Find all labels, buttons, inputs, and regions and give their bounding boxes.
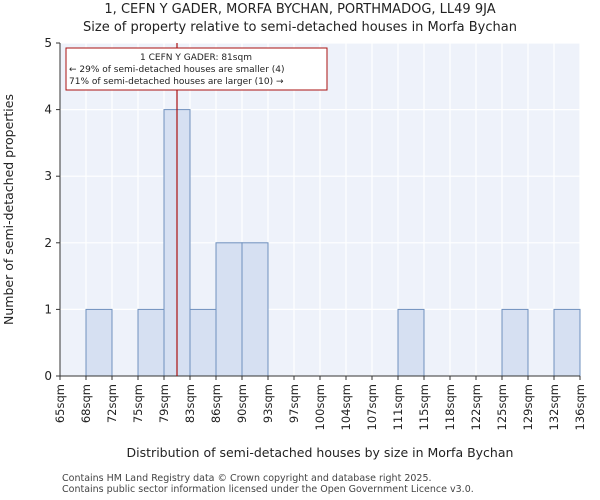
y-tick-label: 3 (44, 169, 52, 183)
footer-line-1: Contains HM Land Registry data © Crown c… (62, 473, 432, 484)
y-tick-label: 0 (44, 369, 52, 383)
x-tick-label: 93sqm (261, 384, 275, 423)
x-tick-label: 90sqm (235, 384, 249, 423)
chart-title: 1, CEFN Y GADER, MORFA BYCHAN, PORTHMADO… (104, 2, 496, 17)
x-tick-label: 111sqm (391, 384, 405, 430)
x-tick-label: 86sqm (209, 384, 223, 423)
histogram-bar (501, 308, 529, 377)
x-tick-label: 97sqm (287, 384, 301, 423)
x-axis-label: Distribution of semi-detached houses by … (127, 445, 514, 460)
y-tick-label: 5 (44, 36, 52, 50)
x-tick-labels: 65sqm 68sqm 72sqm 75sqm 79sqm 83sqm 86sqm 90sqm… (53, 376, 587, 430)
y-tick-label: 2 (44, 236, 52, 250)
bar-series (85, 109, 581, 377)
x-tick-label: 75sqm (131, 384, 145, 423)
annotation-line-1: 1 CEFN Y GADER: 81sqm (140, 53, 252, 63)
annotation-box (65, 47, 328, 91)
x-tick-label: 118sqm (443, 384, 457, 430)
y-axis-label: Number of semi-detached properties (1, 94, 16, 325)
y-tick-labels: 0 1 2 3 4 5 (44, 36, 60, 383)
x-tick-label: 68sqm (79, 384, 93, 423)
histogram-bar (397, 308, 425, 377)
histogram-bar (553, 308, 581, 377)
annotation-line-2: ← 29% of semi-detached houses are smalle… (69, 65, 285, 75)
x-tick-label: 100sqm (313, 384, 327, 430)
x-tick-label: 65sqm (53, 384, 67, 423)
x-tick-label: 107sqm (365, 384, 379, 430)
y-tick-label: 1 (44, 302, 52, 316)
histogram-bar (215, 242, 243, 377)
x-tick-label: 83sqm (183, 384, 197, 423)
annotation-line-3: 71% of semi-detached houses are larger (… (69, 77, 284, 87)
chart-subtitle: Size of property relative to semi-detach… (83, 20, 517, 35)
x-tick-label: 115sqm (417, 384, 431, 430)
x-tick-label: 132sqm (547, 384, 561, 430)
histogram-bar (189, 308, 217, 377)
x-tick-label: 125sqm (495, 384, 509, 430)
x-tick-label: 122sqm (469, 384, 483, 430)
x-tick-label: 129sqm (521, 384, 535, 430)
histogram-bar (241, 242, 269, 377)
x-tick-label: 72sqm (105, 384, 119, 423)
x-tick-label: 104sqm (339, 384, 353, 430)
footer-line-2: Contains public sector information licen… (62, 484, 474, 495)
y-tick-label: 4 (44, 103, 52, 117)
x-tick-label: 79sqm (157, 384, 171, 423)
histogram-bar (137, 308, 165, 377)
histogram-bar (85, 308, 113, 377)
x-tick-label: 136sqm (573, 384, 587, 430)
